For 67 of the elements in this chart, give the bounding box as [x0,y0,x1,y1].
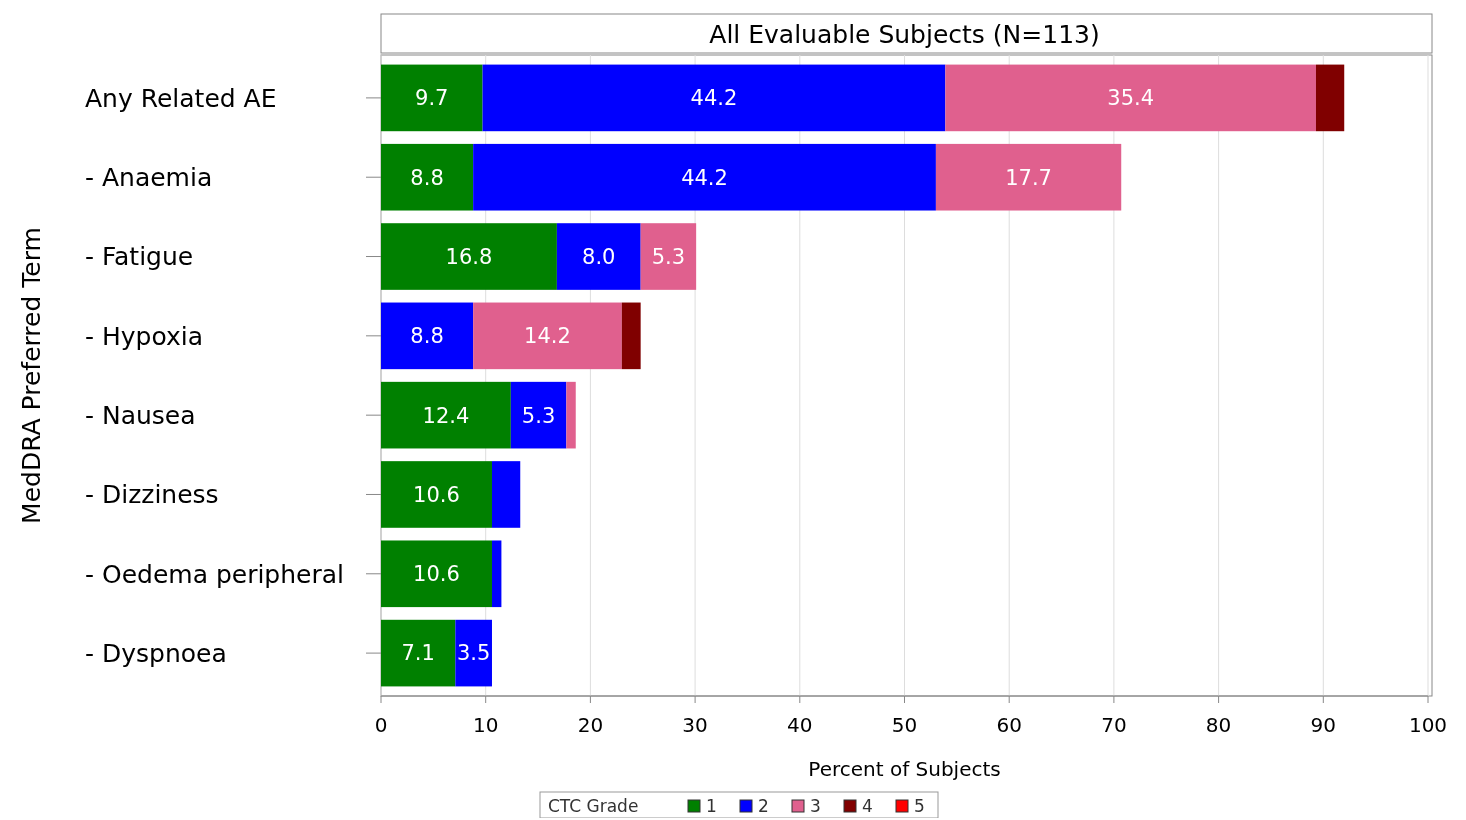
bar [381,143,474,211]
data-label: 5.3 [651,244,686,269]
y-tick-label: - Anaemia [85,162,213,192]
data-label: 17.7 [1005,165,1052,190]
bar [1315,64,1345,132]
legend-label: 5 [914,795,925,816]
data-label: 10.6 [413,562,460,587]
bar [473,143,936,211]
data-label: 7.1 [401,641,435,666]
y-tick-label: - Fatigue [85,242,194,272]
data-label: 8.8 [410,324,444,349]
data-label: 10.6 [413,482,460,507]
bar [473,302,622,370]
y-tick-label: Any Related AE [85,83,277,113]
x-tick-label: 100 [1408,713,1448,737]
y-tick-label: - Oedema peripheral [85,559,345,589]
legend-title: CTC Grade [548,795,639,816]
x-tick-label: 60 [996,713,1022,737]
data-label: 44.2 [681,165,728,190]
data-label: 9.7 [415,86,449,111]
y-tick-label: - Hypoxia [85,321,204,351]
x-tick-label: 40 [787,713,813,737]
y-tick-label: - Nausea [85,400,196,430]
bar [491,540,502,608]
y-tick-label: - Dyspnoea [85,638,227,668]
bar [381,381,511,449]
data-label: 44.2 [690,86,738,111]
bar [381,302,474,370]
bar [381,540,492,608]
y-tick-label: - Dizziness [85,480,219,510]
data-label: 12.4 [422,403,470,428]
legend-label: 3 [810,795,821,816]
chart-title: All Evaluable Subjects (N=113) [709,19,1100,49]
data-label: 14.2 [524,324,571,349]
legend-label: 2 [758,795,769,816]
bar [381,619,456,687]
bar [566,381,576,449]
data-label: 8.8 [410,165,444,190]
data-label: 3.5 [456,641,491,666]
x-tick-label: 0 [374,713,388,737]
bar [455,619,492,687]
bar [381,64,483,132]
bar [482,64,946,132]
bar [491,461,521,528]
x-tick-label: 90 [1310,713,1337,737]
bar [381,461,492,528]
x-axis-title: Percent of Subjects [808,757,1001,781]
bar [556,223,641,290]
legend-label: 1 [706,795,717,816]
x-tick-label: 10 [472,713,499,737]
x-tick-label: 80 [1205,713,1232,737]
bar [935,143,1122,211]
data-label: 16.8 [445,244,493,269]
bar [510,381,567,449]
bar [640,223,697,290]
data-label: 5.3 [521,403,556,428]
x-tick-label: 20 [577,713,604,737]
y-axis-title: MedDRA Preferred Term [17,227,46,524]
legend-label: 4 [862,795,873,816]
data-label: 8.0 [582,244,616,269]
bar [621,302,641,370]
x-tick-label: 50 [891,713,918,737]
bar [945,64,1316,132]
x-tick-label: 70 [1101,713,1127,737]
x-tick-label: 30 [682,713,708,737]
data-label: 35.4 [1107,86,1155,111]
bar [381,223,557,290]
